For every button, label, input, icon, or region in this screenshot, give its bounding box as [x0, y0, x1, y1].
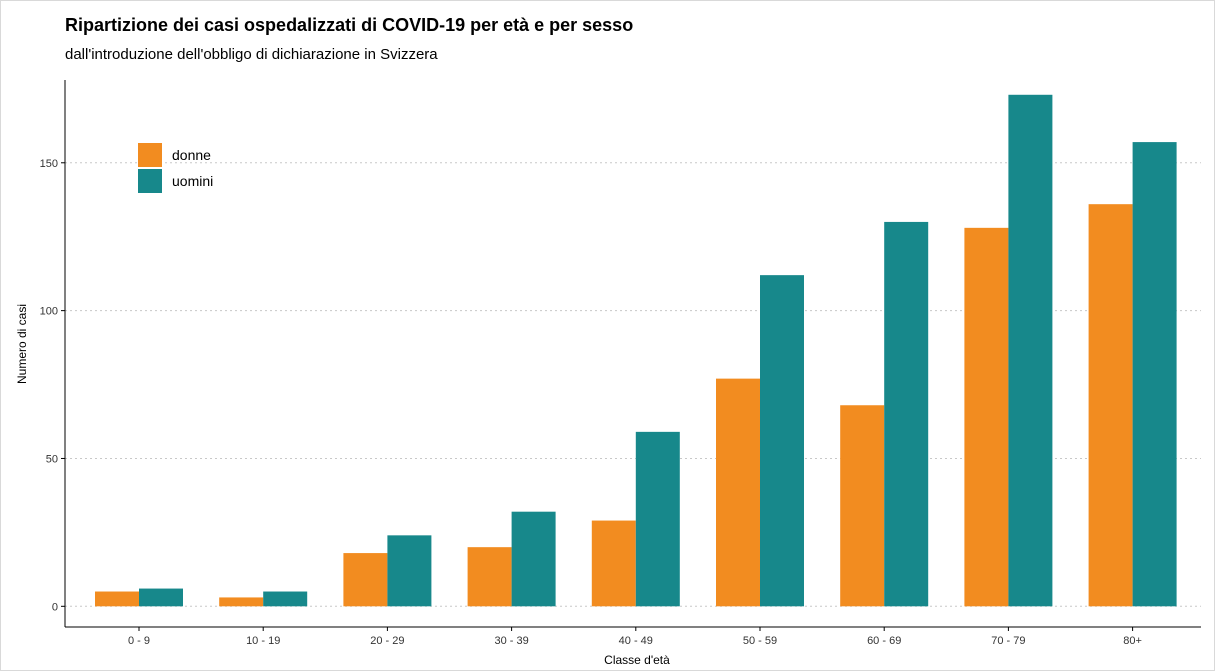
x-axis-title: Classe d'età [604, 653, 670, 667]
x-tick-label: 40 - 49 [619, 635, 653, 647]
bar-uomini [635, 431, 680, 607]
bar-uomini [387, 535, 432, 607]
y-tick-label: 0 [52, 601, 58, 613]
x-tick-label: 30 - 39 [494, 635, 528, 647]
legend-swatch-uomini [138, 169, 162, 193]
y-tick-label: 100 [40, 306, 58, 318]
legend: donne uomini [138, 143, 213, 193]
y-ticks: 0 50 100 150 [40, 158, 65, 613]
bar-uomini [263, 591, 308, 607]
bar-donne [964, 227, 1009, 607]
x-tick-label: 0 - 9 [128, 635, 150, 647]
bar-uomini [139, 588, 183, 607]
bar-uomini [760, 275, 804, 607]
bar-uomini [511, 511, 556, 607]
x-tick-label: 50 - 59 [743, 635, 777, 647]
bar-donne [716, 378, 760, 607]
bar-uomini [1132, 142, 1177, 607]
legend-label-donne: donne [172, 147, 211, 163]
bar-uomini [1008, 94, 1053, 607]
legend-swatch-donne [138, 143, 162, 167]
chart-title: Ripartizione dei casi ospedalizzati di C… [65, 15, 634, 35]
bar-donne [219, 597, 264, 607]
y-tick-label: 150 [40, 158, 58, 170]
bar-donne [840, 405, 885, 607]
x-tick-label: 70 - 79 [991, 635, 1025, 647]
x-tick-label: 60 - 69 [867, 635, 901, 647]
bar-donne [343, 553, 388, 607]
y-axis-title: Numero di casi [15, 304, 29, 384]
x-tick-label: 20 - 29 [370, 635, 404, 647]
bar-donne [467, 547, 512, 607]
x-ticks: 0 - 9 10 - 19 20 - 29 30 - 39 40 - 49 50 - 59… [128, 627, 1142, 647]
bar-donne [95, 591, 139, 607]
legend-label-uomini: uomini [172, 173, 213, 189]
bar-donne [1088, 204, 1133, 607]
x-tick-label: 10 - 19 [246, 635, 280, 647]
y-tick-label: 50 [46, 453, 58, 465]
bar-donne [591, 520, 636, 607]
bars [95, 94, 1177, 607]
bar-uomini [884, 221, 929, 607]
chart-subtitle: dall'introduzione dell'obbligo di dichia… [65, 46, 438, 63]
x-tick-label: 80+ [1123, 635, 1142, 647]
